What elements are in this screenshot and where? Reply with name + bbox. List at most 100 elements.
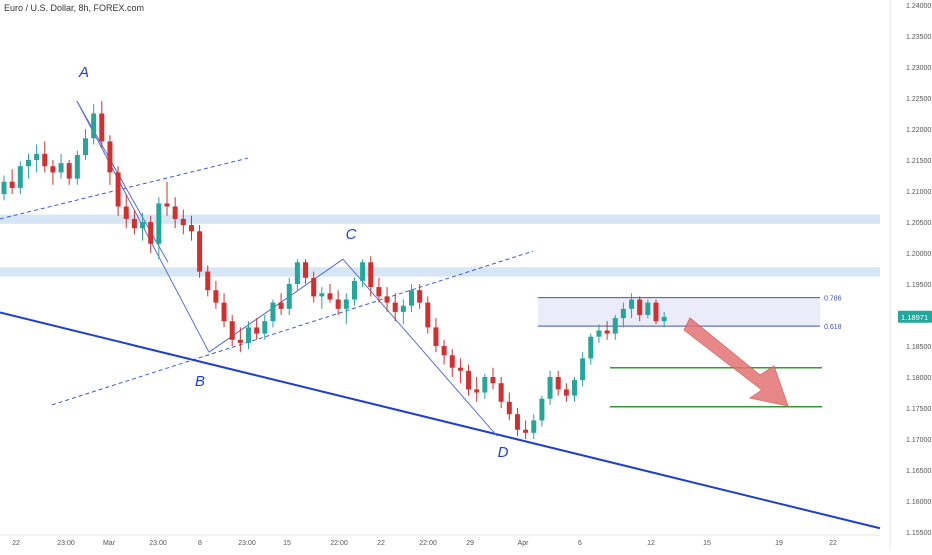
candle-body (50, 166, 56, 173)
pattern-label-D: D (498, 444, 509, 461)
resistance-zone-2 (0, 267, 880, 277)
candle-body (254, 327, 260, 334)
candle-body (417, 290, 423, 303)
candle-body (66, 163, 72, 179)
fib-label-0.786: 0.786 (824, 296, 842, 303)
x-tick-label: 15 (283, 540, 291, 547)
y-tick-label: 1.15500 (906, 530, 931, 537)
candle-body (148, 222, 154, 244)
candle-body (384, 296, 390, 303)
candle-body (392, 302, 398, 312)
y-tick-label: 1.20000 (906, 251, 931, 258)
x-tick-label: 8 (198, 540, 202, 547)
main-trendline (0, 311, 881, 530)
candle-body (188, 225, 194, 232)
x-tick-label: 6 (578, 540, 582, 547)
candle-body (74, 155, 80, 179)
candle-body (563, 389, 569, 396)
candle-body (99, 113, 105, 142)
pattern-label-A: A (78, 64, 89, 81)
candle-body (156, 203, 162, 244)
pattern-leg-ac (76, 100, 169, 263)
candle-body (482, 377, 488, 393)
y-tick-label: 1.17000 (906, 437, 931, 444)
candle-body (107, 141, 113, 173)
candle-body (572, 380, 577, 396)
x-tick-label: 22 (12, 540, 20, 547)
candle-body (612, 318, 618, 334)
x-tick-label: Apr (518, 540, 530, 547)
candle-body (343, 299, 349, 309)
y-tick-label: 1.21500 (906, 158, 931, 165)
candle-body (327, 293, 333, 300)
candle-body (555, 377, 561, 390)
y-tick-label: 1.18000 (906, 375, 931, 382)
chart-header-title: Euro / U.S. Dollar, 8h, FOREX.com (4, 3, 145, 13)
x-tick-label: 23:00 (238, 540, 256, 547)
fib-label-0.618: 0.618 (824, 324, 842, 331)
candle-body (351, 280, 357, 300)
y-tick-label: 1.17500 (906, 406, 931, 413)
fib-zone (538, 297, 820, 327)
x-tick-label: 22:00 (419, 540, 437, 547)
candle-body (433, 327, 439, 346)
candle-body (286, 284, 292, 309)
candle-body (588, 336, 594, 359)
candle-body (409, 290, 414, 306)
candle-body (490, 377, 496, 384)
candle-body (246, 327, 251, 343)
pattern-label-B: B (195, 373, 205, 390)
y-tick-label: 1.23500 (906, 34, 931, 41)
candle-body (115, 172, 121, 207)
last-price-badge (898, 310, 932, 323)
candle-body (83, 138, 88, 156)
x-tick-label: 23:00 (57, 540, 75, 547)
candle-body (17, 166, 23, 188)
candle-body (294, 262, 300, 284)
x-tick-label: 15 (703, 540, 711, 547)
x-tick-label: 22:00 (330, 540, 348, 547)
candle-body (1, 181, 7, 195)
candle-body (303, 262, 309, 278)
channel-line-1 (0, 157, 249, 220)
candle-body (270, 302, 276, 322)
channel-line-2 (51, 250, 534, 406)
candle-body (547, 377, 553, 399)
candle-body (221, 302, 227, 322)
candle-body (514, 414, 520, 430)
y-tick-label: 1.18500 (906, 344, 931, 351)
candle-body (653, 302, 659, 322)
candle-body (376, 287, 382, 297)
candle-body (131, 218, 137, 229)
y-tick-label: 1.24000 (906, 3, 931, 10)
candle-body (604, 330, 610, 334)
candle-body (197, 231, 203, 272)
candles-group (1, 101, 667, 439)
y-tick-label: 1.23000 (906, 65, 931, 72)
candle-body (368, 262, 374, 288)
candle-body (360, 262, 366, 281)
candle-body (596, 330, 602, 337)
candle-body (140, 222, 146, 229)
candle-body (180, 218, 186, 226)
candle-body (441, 346, 447, 356)
candle-body (466, 370, 472, 390)
candle-body (58, 163, 64, 173)
candle-body (400, 305, 406, 312)
candle-body (531, 420, 537, 433)
pattern-leg-3 (342, 258, 498, 437)
candle-body (42, 153, 48, 167)
candle-body (91, 113, 97, 139)
candle-body (506, 401, 512, 415)
candle-body (620, 308, 626, 319)
pattern-label-C: C (346, 226, 357, 243)
candle-body (311, 277, 317, 297)
candle-body (498, 383, 504, 402)
y-tick-label: 1.20500 (906, 220, 931, 227)
x-tick-label: 22 (829, 540, 837, 547)
candle-body (172, 206, 178, 219)
candle-body (237, 339, 243, 343)
candle-body (629, 299, 635, 309)
